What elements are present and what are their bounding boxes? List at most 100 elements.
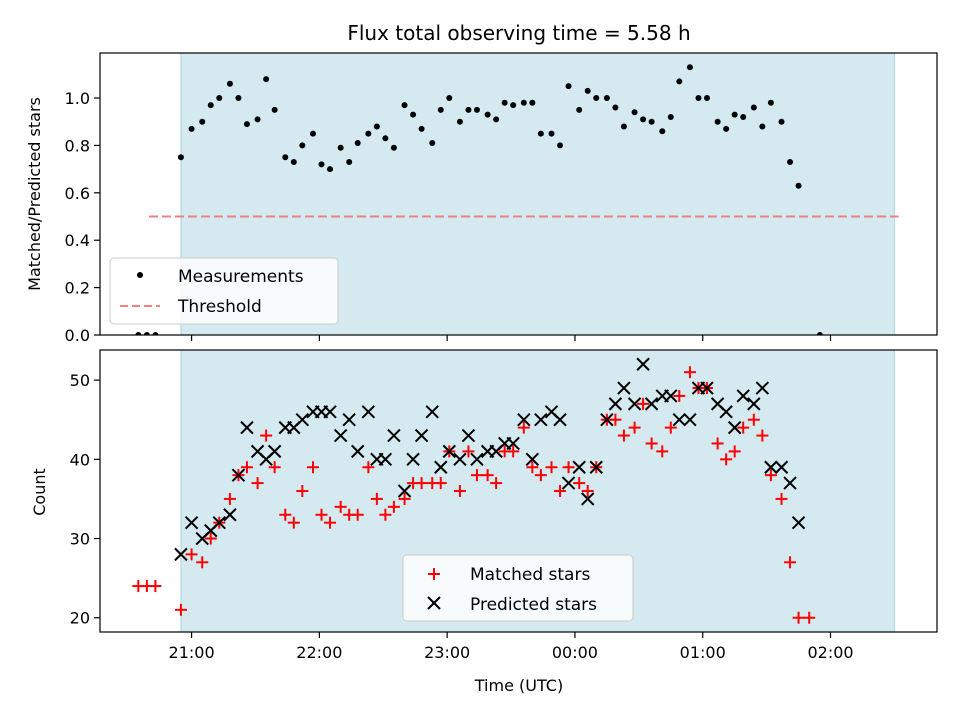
legend-matched-marker [428,568,440,580]
bottom-axes-frame [99,349,938,633]
bottom-panel: 20 30 40 50 21:00 22:00 23:00 00:00 01:00 02:00 C… [30,349,938,695]
predicted-star-point [791,515,806,530]
predicted-star-point [572,460,586,474]
measurement-point [456,118,463,125]
measurement-point [795,182,802,189]
matched-star-point [379,508,392,521]
matched-star-point [204,532,217,545]
measurement-point [446,95,453,102]
top-y-tick-label: 1.0 [65,89,90,108]
matched-star-point [334,500,347,513]
legend-threshold-label: Threshold [177,297,262,317]
matched-star-point [673,389,686,402]
measurement-point [143,332,150,335]
predicted-star-point [506,436,520,451]
matched-star-point [756,429,769,442]
matched-star-point [387,500,400,513]
predicted-star-point [600,413,614,427]
matched-star-point [149,580,162,593]
matched-star-point [370,492,383,505]
measurement-point [740,113,747,120]
predicted-star-point [406,452,420,467]
predicted-star-point [434,460,448,474]
predicted-star-point [683,413,697,427]
measurement-point [282,154,289,161]
measurement-point [787,159,794,166]
predicted-star-point [644,397,659,411]
predicted-star-point [361,405,376,419]
matched-star-point [656,445,669,458]
matched-star-point [507,445,520,458]
top-axes-frame [99,52,938,336]
measurement-point [216,95,223,102]
measurement-point [714,118,721,125]
measurement-point [473,106,480,113]
measurement-point [667,113,674,120]
predicted-star-point [534,413,548,427]
predicted-star-point [617,381,631,395]
matched-star-point [711,437,724,450]
predicted-star-point [774,460,789,474]
measurement-point [152,332,159,335]
measurement-point [493,116,500,123]
measurement-point [676,78,683,85]
measurement-point [723,125,730,132]
matched-star-point [775,492,788,505]
predicted-star-point [240,420,254,435]
measurement-point [537,130,544,137]
bottom-x-tick-label: 22:00 [296,643,342,662]
matched-star-point [534,469,547,482]
matched-star-point [720,453,733,466]
matched-star-point [223,492,236,505]
measurement-point [177,154,184,161]
measurement-point [188,125,195,132]
matched-star-point [306,461,319,474]
predicted-star-point [425,405,439,419]
predicted-star-point [470,452,484,467]
matched-star-point [728,445,741,458]
measurement-point [373,123,380,130]
predicted-star-point [323,405,337,419]
top-y-tick-label: 0.0 [65,326,90,345]
matched-star-point [287,516,300,529]
matched-star-point [260,429,273,442]
predicted-star-point [378,452,393,467]
legend-predicted-marker [427,596,441,610]
predicted-star-point [664,389,678,403]
measurement-point [648,118,655,125]
measurement-point [529,99,536,106]
measurement-point [465,106,472,113]
measurement-point [584,87,591,94]
matched-star-point [792,611,805,624]
predicted-star-point [700,381,714,395]
matched-star-point [517,421,530,434]
matched-star-point [554,485,567,497]
matched-star-point [526,461,539,474]
predicted-star-point [764,460,778,474]
measurement-point [226,80,233,87]
measurement-point [695,95,702,102]
top-marks [135,64,899,335]
legend-measurements-marker [137,272,143,278]
measurement-point [640,116,647,123]
bottom-legend: Matched stars Predicted stars [402,554,634,622]
bottom-y-tick-label: 50 [70,371,90,390]
predicted-star-point [223,508,237,522]
measurement-point [354,140,361,147]
measurement-point [309,130,316,137]
predicted-star-point [727,420,742,435]
measurement-point [254,116,261,123]
top-y-tick-label: 0.6 [65,184,90,203]
top-legend-box [109,257,339,325]
predicted-star-point [461,428,476,443]
top-y-tick-label: 0.8 [65,136,90,155]
matched-star-point [581,485,594,497]
measurement-point [235,95,242,102]
measurement-point [337,144,344,151]
measurement-point [243,121,250,128]
measurement-point [135,332,142,335]
matched-star-point [351,508,364,521]
measurement-point [318,161,325,168]
predicted-star-point [442,444,456,459]
measurement-point [612,104,619,111]
